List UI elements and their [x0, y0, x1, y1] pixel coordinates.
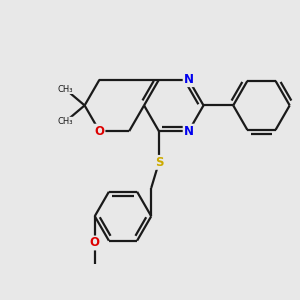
Text: N: N [184, 73, 194, 86]
Text: CH₃: CH₃ [58, 85, 73, 94]
Text: O: O [94, 125, 104, 138]
Text: N: N [184, 125, 194, 138]
Text: CH₃: CH₃ [58, 117, 73, 126]
Text: S: S [155, 156, 163, 169]
Text: O: O [90, 236, 100, 250]
